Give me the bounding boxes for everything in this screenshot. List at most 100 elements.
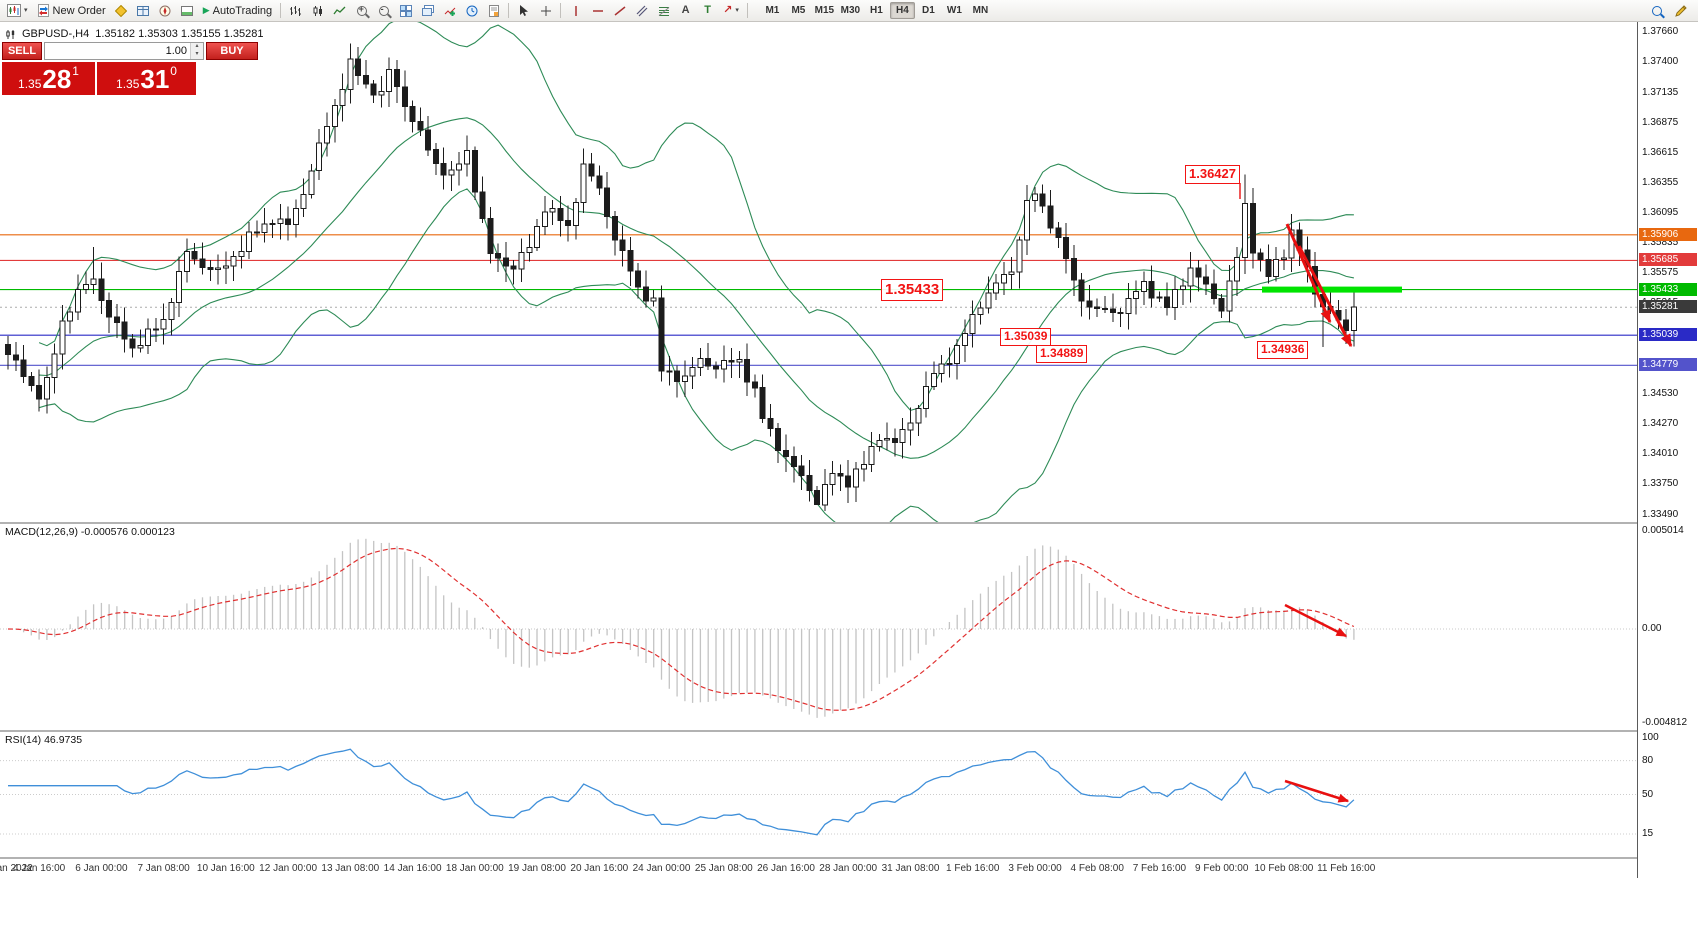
line-chart-button[interactable] bbox=[329, 1, 350, 20]
arrows-button[interactable]: ↗ ▾ bbox=[719, 1, 743, 20]
new-order-button[interactable]: New Order bbox=[33, 1, 110, 20]
chevron-down-icon: ▾ bbox=[735, 7, 739, 14]
text-button[interactable]: A bbox=[675, 1, 696, 20]
time-axis-label: 4 Jan 2022 bbox=[0, 863, 33, 874]
trend-arrow[interactable] bbox=[1284, 603, 1348, 638]
buy-price-big: 31 bbox=[140, 64, 170, 94]
bollinger-bands bbox=[38, 22, 1355, 522]
line-chart-icon bbox=[333, 6, 346, 14]
edit-button[interactable] bbox=[1670, 1, 1691, 20]
zoom-out-icon: - bbox=[378, 4, 389, 16]
vertical-line-button[interactable] bbox=[565, 1, 586, 20]
text-icon: A bbox=[681, 4, 690, 16]
cascade-windows-button[interactable] bbox=[417, 1, 438, 20]
volume-down-button[interactable]: ▾ bbox=[191, 51, 203, 59]
toolbar-separator bbox=[508, 3, 510, 18]
axis-price-label: 1.34010 bbox=[1642, 448, 1679, 460]
horizontal-level-lines[interactable] bbox=[0, 234, 1637, 366]
axis-price-label: 1.36875 bbox=[1642, 116, 1679, 128]
axis-price-label: 1.36355 bbox=[1642, 176, 1679, 188]
panel-splitter[interactable] bbox=[0, 522, 1698, 524]
timeframe-m1[interactable]: M1 bbox=[760, 2, 785, 19]
timeframe-m30[interactable]: M30 bbox=[838, 2, 863, 19]
timeframe-h4[interactable]: H4 bbox=[889, 2, 915, 19]
price-axis[interactable]: 1.37660 1.37400 1.37135 1.36875 1.36615 1.363… bbox=[1637, 22, 1698, 878]
time-axis-label: 14 Jan 16:00 bbox=[383, 863, 442, 874]
sell-price[interactable]: 1.35 28 1 bbox=[2, 62, 95, 95]
trend-arrow[interactable] bbox=[1297, 245, 1353, 348]
tile-windows-button[interactable] bbox=[395, 1, 416, 20]
panel-splitter[interactable] bbox=[0, 857, 1698, 859]
trend-arrow[interactable] bbox=[1284, 779, 1350, 803]
label-button[interactable]: T bbox=[697, 1, 718, 20]
horizontal-line-icon bbox=[592, 9, 603, 12]
indicators-button[interactable] bbox=[439, 1, 460, 20]
axis-price-label: 1.33490 bbox=[1642, 508, 1679, 520]
axis-price-label: 1.36095 bbox=[1642, 207, 1679, 218]
timeframe-w1[interactable]: W1 bbox=[942, 2, 967, 19]
buy-button[interactable]: BUY bbox=[206, 42, 258, 60]
macd-panel[interactable] bbox=[0, 524, 1637, 730]
sell-button[interactable]: SELL bbox=[2, 42, 42, 60]
buy-price[interactable]: 1.35 31 0 bbox=[97, 62, 196, 95]
metaeditor-button[interactable] bbox=[111, 1, 132, 20]
timeframe-m5[interactable]: M5 bbox=[786, 2, 811, 19]
panel-splitter[interactable] bbox=[0, 730, 1698, 732]
zoom-in-button[interactable]: + bbox=[351, 1, 372, 20]
zoom-out-button[interactable]: - bbox=[373, 1, 394, 20]
channel-icon bbox=[636, 5, 648, 16]
price-callout[interactable]: 1.34889 bbox=[1036, 345, 1088, 363]
cursor-button[interactable] bbox=[513, 1, 534, 20]
price-badge: 1.35685 bbox=[1639, 253, 1697, 267]
trendline-button[interactable] bbox=[609, 1, 630, 20]
volume-input[interactable] bbox=[45, 43, 190, 59]
autotrading-button[interactable]: ▶ AutoTrading bbox=[199, 1, 276, 20]
market-watch-button[interactable] bbox=[133, 1, 154, 20]
new-chart-button[interactable]: ▾ bbox=[3, 1, 32, 20]
buy-price-pip: 0 bbox=[170, 64, 177, 78]
search-button[interactable] bbox=[1646, 1, 1667, 20]
axis-price-label: 80 bbox=[1642, 754, 1654, 766]
price-callout[interactable]: 1.35039 bbox=[1000, 328, 1052, 346]
price-callout[interactable]: 1.35433 bbox=[881, 279, 944, 301]
price-callout[interactable]: 1.36427 bbox=[1185, 165, 1240, 184]
price-callout[interactable]: 1.34936 bbox=[1257, 341, 1309, 359]
macd-signal-line bbox=[7, 547, 1355, 711]
navigator-icon bbox=[159, 5, 171, 16]
main-chart[interactable] bbox=[0, 22, 1637, 522]
time-axis-label: 28 Jan 00:00 bbox=[819, 863, 878, 874]
rsi-panel[interactable] bbox=[0, 732, 1637, 857]
axis-price-label: 0.005014 bbox=[1642, 525, 1684, 536]
periods-button[interactable] bbox=[461, 1, 482, 20]
time-axis-label: 4 Feb 08:00 bbox=[1070, 863, 1124, 874]
main-toolbar: ▾ New Order ▶ AutoTrading + - A bbox=[0, 0, 1698, 22]
crosshair-button[interactable] bbox=[535, 1, 556, 20]
rsi-line bbox=[8, 748, 1355, 836]
axis-price-label: 50 bbox=[1642, 788, 1654, 800]
trend-arrow[interactable] bbox=[1285, 223, 1332, 324]
volume-stepper: ▴ ▾ bbox=[44, 42, 204, 60]
templates-button[interactable] bbox=[483, 1, 504, 20]
bar-chart-icon bbox=[290, 5, 302, 16]
fibonacci-button[interactable] bbox=[653, 1, 674, 20]
new-order-label: New Order bbox=[52, 4, 106, 17]
timeframe-h1[interactable]: H1 bbox=[864, 2, 889, 19]
bar-chart-button[interactable] bbox=[285, 1, 306, 20]
support-highlight-line[interactable] bbox=[1262, 286, 1402, 293]
timeframe-mn[interactable]: MN bbox=[968, 2, 993, 19]
candlestick-chart-button[interactable] bbox=[307, 1, 328, 20]
horizontal-line-button[interactable] bbox=[587, 1, 608, 20]
timeframe-d1[interactable]: D1 bbox=[916, 2, 941, 19]
terminal-button[interactable] bbox=[177, 1, 198, 20]
volume-up-button[interactable]: ▴ bbox=[191, 43, 203, 51]
channel-button[interactable] bbox=[631, 1, 652, 20]
sell-price-small: 1.35 bbox=[18, 77, 42, 91]
sell-price-pip: 1 bbox=[72, 64, 79, 78]
timeframe-m15[interactable]: M15 bbox=[812, 2, 837, 19]
navigator-button[interactable] bbox=[155, 1, 176, 20]
search-icon bbox=[1651, 5, 1662, 16]
chart-mini-icon bbox=[6, 29, 15, 39]
time-axis-label: 10 Feb 08:00 bbox=[1254, 863, 1314, 874]
new-chart-icon bbox=[7, 4, 21, 17]
